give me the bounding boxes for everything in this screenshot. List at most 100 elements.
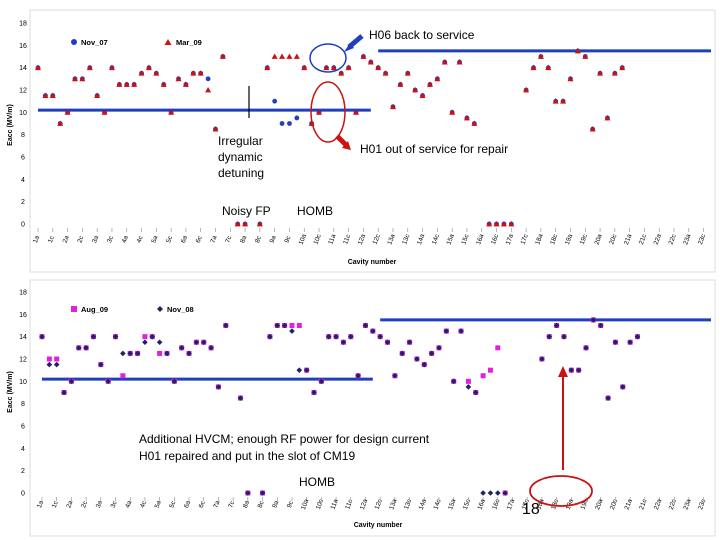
x-tick-label: 6a <box>183 500 192 510</box>
x-tick-label: 10c <box>315 498 325 511</box>
point-nov-08 <box>149 333 156 340</box>
point-nov-08 <box>634 333 641 340</box>
x-tick-label: 17c <box>521 498 531 511</box>
point-nov-08 <box>355 372 361 379</box>
reference-lines <box>42 318 711 381</box>
point-mar-09 <box>530 64 537 71</box>
point-nov-08 <box>590 317 597 323</box>
x-tick-label: 9a <box>269 235 278 245</box>
point-nov-08 <box>597 322 604 329</box>
y-tick-label: 6 <box>21 155 25 162</box>
x-tick-label: 2c <box>80 499 89 509</box>
point-nov-08 <box>480 490 486 496</box>
point-mar-09 <box>108 64 115 71</box>
x-tick-label: 5a <box>154 500 163 510</box>
x-tick-label: 16c <box>490 233 500 246</box>
point-nov-08 <box>296 367 303 373</box>
x-tick-label: 3c <box>110 499 119 509</box>
chart-aug09-nov08: 0 2 4 6 8 10 12 14 16 18 1a 1c 2a 2c 3a 3c 4a 4c 5a 5c 6a 6c… <box>7 279 716 537</box>
y-axis-label: Eacc (MV/m) <box>7 371 14 413</box>
y-axis-ticks: 0 2 4 6 8 10 12 14 16 18 <box>19 21 27 229</box>
point-mar-09 <box>234 221 241 227</box>
point-mar-09 <box>375 64 382 71</box>
y-tick-label: 12 <box>19 357 27 364</box>
annotation-h01-out: H01 out of service for repair <box>360 142 508 156</box>
x-tick-label: 5a <box>150 235 159 245</box>
x-tick-label: 17c <box>520 233 530 246</box>
point-nov-07 <box>272 98 278 104</box>
point-nov-08 <box>399 350 406 357</box>
x-axis-ticks: 1a 1c 2a 2c 3a 3c 4a 4c 5a 5c 6a 6c 7a 7c 8a 8c 9a 9c 10a 1… <box>32 228 708 246</box>
point-mar-09 <box>537 53 544 59</box>
x-tick-label: 22c <box>668 498 678 511</box>
point-nov-08 <box>377 333 383 340</box>
point-nov-08 <box>200 339 207 346</box>
point-aug-09 <box>487 367 493 373</box>
x-tick-label: 6a <box>180 235 189 245</box>
x-tick-label: 1c <box>47 234 56 244</box>
point-aug-09 <box>46 356 52 362</box>
point-nov-08 <box>406 339 413 346</box>
red-arrow-icon <box>335 134 351 150</box>
blue-arrow-icon <box>344 34 364 52</box>
x-tick-label: 9a <box>271 500 280 510</box>
point-nov-08 <box>605 395 611 401</box>
x-tick-label: 19a <box>565 498 575 511</box>
point-nov-08 <box>311 389 317 396</box>
point-mar-09 <box>145 64 152 71</box>
point-nov-08 <box>450 378 457 385</box>
legend-label-aug09: Aug_09 <box>81 305 108 314</box>
point-mar-09 <box>138 70 145 76</box>
legend: Nov_07 Mar_09 <box>71 38 202 47</box>
point-nov-08 <box>546 333 553 340</box>
x-tick-label: 11a <box>327 233 337 245</box>
point-nov-08 <box>237 395 244 401</box>
chart-nov07-mar09: 0 2 4 6 8 10 12 14 16 18 1a 1c 2a 2c 3a 3c 4a 4c 5a 5c 6a 6c… <box>7 9 716 273</box>
annotation-additional-hvcm: Additional HVCM; enough RF power for des… <box>139 432 430 446</box>
x-tick-label: 17a <box>505 233 515 246</box>
point-nov-08 <box>193 339 200 346</box>
point-mar-09 <box>382 70 389 76</box>
point-mar-09 <box>264 64 271 71</box>
point-mar-09 <box>611 70 618 76</box>
point-nov-08 <box>539 356 545 362</box>
point-mar-09 <box>256 221 263 227</box>
annotation-irregular-detuning: Irregular dynamic detuning <box>218 134 266 180</box>
x-tick-label: 4c <box>136 234 145 244</box>
point-mar-09 <box>293 53 300 59</box>
point-mar-09 <box>212 126 219 132</box>
x-tick-label: 20a <box>594 233 604 246</box>
annotation-h01-repaired: H01 repaired and put in the slot of CM19 <box>139 449 355 463</box>
x-tick-label: 21a <box>623 233 633 246</box>
point-aug-09 <box>157 350 163 356</box>
x-tick-label: 1a <box>36 500 45 510</box>
y-axis-label: Eacc (MV/m) <box>7 104 14 146</box>
x-tick-label: 17a <box>506 498 516 511</box>
point-nov-08 <box>568 367 575 373</box>
x-tick-label: 12c <box>372 233 382 246</box>
point-aug-09 <box>495 345 501 351</box>
point-nov-08 <box>561 333 567 340</box>
point-mar-09 <box>316 109 323 115</box>
point-mar-09 <box>86 64 93 71</box>
cm19-highlight-ellipse <box>529 475 593 507</box>
point-nov-08 <box>142 339 148 346</box>
point-nov-08 <box>458 328 464 334</box>
x-tick-label: 18c <box>549 233 559 246</box>
red-up-arrow-icon <box>558 366 568 470</box>
point-nov-08 <box>112 333 119 340</box>
x-tick-label: 11a <box>330 498 340 510</box>
x-tick-label: 20c <box>608 233 618 246</box>
x-tick-label: 9c <box>286 499 295 509</box>
x-tick-label: 7a <box>210 235 219 245</box>
point-mar-09 <box>523 87 530 93</box>
point-mar-09 <box>242 221 249 227</box>
annotation-homb-bottom: HOMB <box>299 475 335 489</box>
point-mar-09 <box>323 64 330 71</box>
x-tick-label: 20a <box>594 498 604 511</box>
x-tick-label: 14a <box>418 498 428 511</box>
point-mar-09 <box>301 64 308 71</box>
x-tick-label: 23c <box>697 498 707 511</box>
point-mar-09 <box>560 98 567 104</box>
point-nov-08 <box>171 378 178 385</box>
